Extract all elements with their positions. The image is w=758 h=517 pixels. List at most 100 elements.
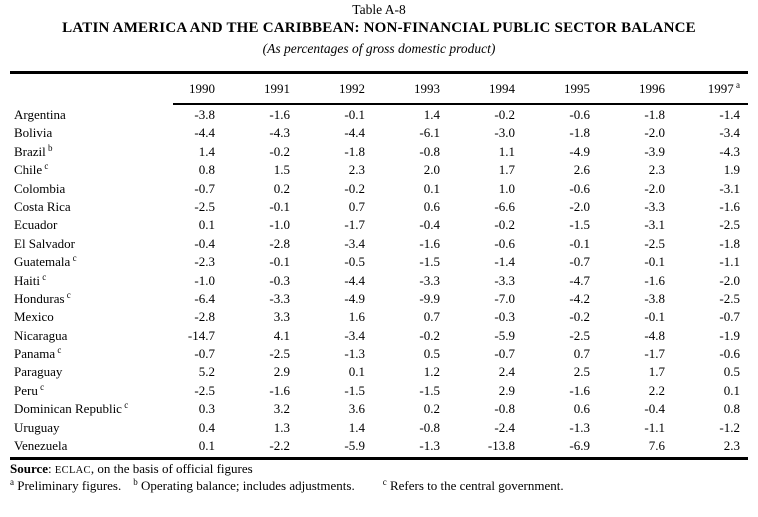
value-cell: -0.6 bbox=[569, 107, 590, 122]
source-separator: : bbox=[48, 461, 55, 476]
value-cell: -0.7 bbox=[494, 346, 515, 362]
value-cell: -6.9 bbox=[569, 438, 590, 454]
value-cell: -1.6 bbox=[569, 382, 590, 398]
value-cell: -1.5 bbox=[419, 254, 440, 270]
value-cell: 0.1 bbox=[423, 180, 440, 196]
footnote-marker: c bbox=[382, 477, 387, 487]
value-cell: 1.7 bbox=[648, 364, 665, 380]
value-cell: -3.9 bbox=[644, 143, 665, 159]
country-name: El Salvador bbox=[14, 235, 76, 251]
source-label: Source bbox=[10, 461, 49, 476]
value-cell: 1.5 bbox=[273, 162, 290, 178]
value-cell: -1.5 bbox=[344, 382, 365, 398]
value-cell: -0.8 bbox=[494, 401, 515, 417]
value-cell: -1.5 bbox=[569, 217, 590, 233]
value-cell: -0.2 bbox=[269, 143, 290, 159]
value-cell: -4.4 bbox=[194, 125, 215, 141]
value-cell: 2.3 bbox=[723, 438, 740, 454]
value-cell: -1.5 bbox=[419, 382, 440, 398]
value-cell: -4.3 bbox=[269, 125, 290, 141]
country-name: Chile c bbox=[14, 161, 49, 178]
data-table: 1990 1991 1992 1993 1994 1995 1996 1997 a Argen… bbox=[10, 71, 748, 461]
value-cell: 5.2 bbox=[198, 364, 215, 380]
value-cell: -2.5 bbox=[719, 217, 740, 233]
country-name: Mexico bbox=[14, 309, 54, 325]
value-cell: -1.0 bbox=[194, 272, 215, 288]
value-cell: -6.4 bbox=[194, 290, 215, 306]
value-cell: -3.8 bbox=[644, 290, 665, 306]
value-cell: 2.3 bbox=[348, 162, 365, 178]
value-cell: -0.7 bbox=[194, 346, 215, 362]
table-row: Ecuador 0.1 -1.0 -1.7 -0.4 -0.2 -1.5 -3.1 -2.5 bbox=[10, 216, 748, 234]
value-cell: -2.8 bbox=[269, 235, 290, 251]
country-name: Haiti c bbox=[14, 271, 47, 288]
year-column-header: 1991 bbox=[264, 81, 290, 96]
value-cell: -4.8 bbox=[644, 327, 665, 343]
value-cell: -0.1 bbox=[344, 107, 365, 122]
value-cell: 0.3 bbox=[198, 401, 215, 417]
source-line: Source: ECLAC, on the basis of official … bbox=[10, 461, 748, 479]
value-cell: -2.5 bbox=[644, 235, 665, 251]
value-cell: 1.4 bbox=[198, 143, 215, 159]
value-cell: 1.1 bbox=[498, 143, 515, 159]
country-name: Nicaragua bbox=[14, 327, 68, 343]
value-cell: -4.9 bbox=[344, 290, 365, 306]
footnote-marker: c bbox=[70, 253, 77, 264]
value-cell: 0.1 bbox=[198, 217, 215, 233]
value-cell: -2.5 bbox=[569, 327, 590, 343]
value-cell: -1.8 bbox=[719, 235, 740, 251]
source-text: , on the basis of official figures bbox=[90, 461, 253, 476]
value-cell: -3.3 bbox=[419, 272, 440, 288]
value-cell: -0.2 bbox=[494, 217, 515, 233]
value-cell: 0.1 bbox=[723, 382, 740, 398]
value-cell: -0.2 bbox=[494, 107, 515, 122]
table-row: Venezuela 0.1 -2.2 -5.9 -1.3 -13.8 -6.9 7.6 2.3 bbox=[10, 437, 748, 455]
value-cell: -1.8 bbox=[344, 143, 365, 159]
value-cell: -1.3 bbox=[569, 419, 590, 435]
value-cell: -1.2 bbox=[719, 419, 740, 435]
table-row: Panama c -0.7 -2.5 -1.3 0.5 -0.7 0.7 -1.7 -0.6 bbox=[10, 345, 748, 363]
value-cell: 0.2 bbox=[273, 180, 290, 196]
value-cell: -0.7 bbox=[194, 180, 215, 196]
table-number: Table A-8 bbox=[352, 2, 406, 17]
value-cell: -0.7 bbox=[569, 254, 590, 270]
table-row: Costa Rica -2.5 -0.1 0.7 0.6 -6.6 -2.0 -3.3 -1.6 bbox=[10, 198, 748, 216]
table-row: Chile c 0.8 1.5 2.3 2.0 1.7 2.6 2.3 1.9 bbox=[10, 161, 748, 179]
footnote-c: c Refers to the central government. bbox=[382, 477, 564, 494]
value-cell: 0.7 bbox=[348, 198, 365, 214]
value-cell: -5.9 bbox=[494, 327, 515, 343]
value-cell: -2.5 bbox=[269, 346, 290, 362]
value-cell: 7.6 bbox=[648, 438, 665, 454]
country-name: Venezuela bbox=[14, 438, 68, 454]
value-cell: 1.0 bbox=[498, 180, 515, 196]
value-cell: -1.1 bbox=[644, 419, 665, 435]
value-cell: 2.5 bbox=[573, 364, 590, 380]
table-row: Peru c -2.5 -1.6 -1.5 -1.5 2.9 -1.6 2.2 0.1 bbox=[10, 382, 748, 400]
footnotes-line: a Preliminary figures. b Operating balanc… bbox=[10, 477, 750, 494]
value-cell: -0.4 bbox=[194, 235, 215, 251]
value-cell: -1.4 bbox=[719, 107, 740, 122]
value-cell: -3.3 bbox=[494, 272, 515, 288]
footnote-a: a Preliminary figures. bbox=[10, 477, 122, 494]
value-cell: -0.8 bbox=[419, 143, 440, 159]
country-name: Paraguay bbox=[14, 364, 63, 380]
table-header-row: 1990 1991 1992 1993 1994 1995 1996 1997 a bbox=[10, 74, 748, 103]
value-cell: 1.4 bbox=[423, 107, 440, 122]
value-cell: -1.8 bbox=[644, 107, 665, 122]
value-cell: -0.2 bbox=[569, 309, 590, 325]
value-cell: 0.5 bbox=[723, 364, 740, 380]
value-cell: 2.0 bbox=[423, 162, 440, 178]
table-row: Mexico -2.8 3.3 1.6 0.7 -0.3 -0.2 -0.1 -0.7 bbox=[10, 308, 748, 326]
value-cell: -2.4 bbox=[494, 419, 515, 435]
value-cell: -2.8 bbox=[194, 309, 215, 325]
year-column-header: 1996 bbox=[639, 81, 665, 96]
value-cell: -3.0 bbox=[494, 125, 515, 141]
table-row: Dominican Republic c 0.3 3.2 3.6 0.2 -0.8 0.6 -… bbox=[10, 400, 748, 418]
value-cell: -3.8 bbox=[194, 107, 215, 122]
table-body: Argentina -3.8 -1.6 -0.1 1.4 -0.2 -0.6 -1.8 -1.4… bbox=[10, 103, 748, 457]
value-cell: -1.1 bbox=[719, 254, 740, 270]
value-cell: 0.2 bbox=[423, 401, 440, 417]
table-row: Nicaragua -14.7 4.1 -3.4 -0.2 -5.9 -2.5 -4.8 -1.… bbox=[10, 327, 748, 345]
table-row: Paraguay 5.2 2.9 0.1 1.2 2.4 2.5 1.7 0.5 bbox=[10, 363, 748, 381]
table-row: Argentina -3.8 -1.6 -0.1 1.4 -0.2 -0.6 -1.8 -1.4 bbox=[10, 106, 748, 124]
